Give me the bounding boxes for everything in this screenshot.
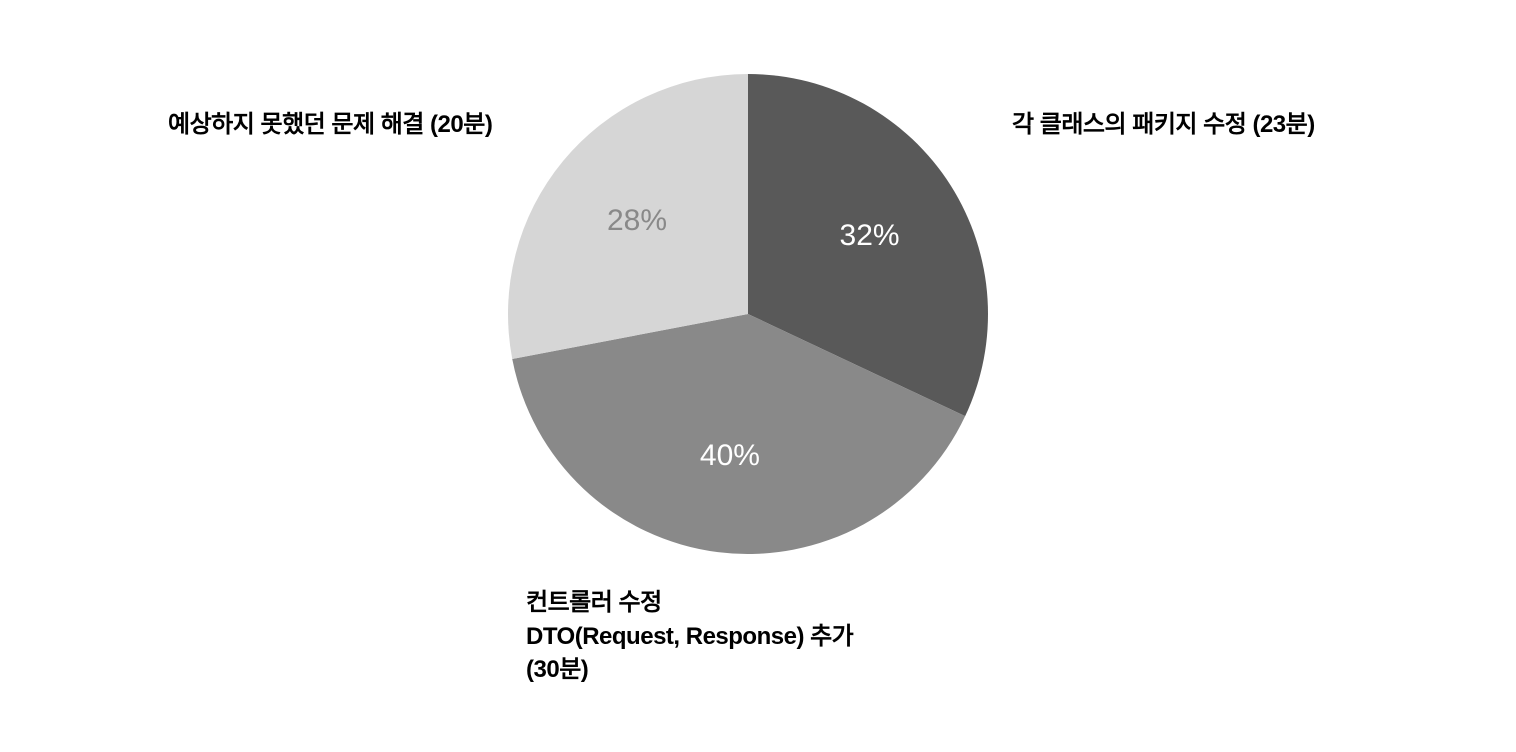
slice-label-left: 예상하지 못했던 문제 해결 (20분) (168, 108, 492, 142)
slice-label-bottom: 컨트롤러 수정DTO(Request, Response) 추가(30분) (526, 586, 853, 687)
pie-slice-2 (508, 74, 748, 359)
slice-label-right: 각 클래스의 패키지 수정 (23분) (1012, 108, 1315, 142)
pie-chart: 각 클래스의 패키지 수정 (23분) 컨트롤러 수정DTO(Request, … (0, 0, 1516, 752)
pie-svg (508, 74, 988, 554)
